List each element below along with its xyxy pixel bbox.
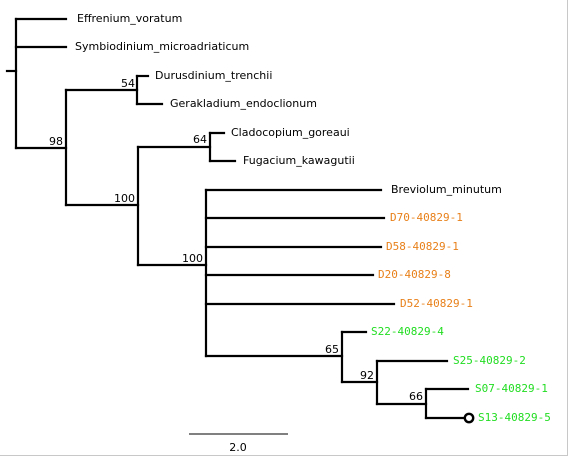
support-value-64: 64: [193, 133, 207, 146]
taxon-label-durusdinium[interactable]: Durusdinium_trenchii: [155, 69, 272, 82]
taxon-label-s07[interactable]: S07-40829-1: [475, 382, 548, 395]
taxon-label-fugacium[interactable]: Fugacium_kawagutii: [243, 154, 355, 167]
taxon-label-effrenium[interactable]: Effrenium_voratum: [77, 12, 182, 25]
support-value-54: 54: [121, 77, 135, 90]
support-value-92: 92: [360, 369, 374, 382]
taxon-label-gerakladium[interactable]: Gerakladium_endoclionum: [170, 97, 317, 110]
support-value-100-lower: 100: [182, 252, 203, 265]
taxon-label-breviolum[interactable]: Breviolum_minutum: [391, 183, 502, 196]
taxon-label-symbiodinium[interactable]: Symbiodinium_microadriaticum: [75, 40, 249, 53]
selected-tip-marker[interactable]: [463, 412, 475, 424]
support-value-100-upper: 100: [114, 192, 135, 205]
taxon-label-s25[interactable]: S25-40829-2: [453, 354, 526, 367]
taxon-label-s13[interactable]: S13-40829-5: [478, 411, 551, 424]
taxon-label-d52[interactable]: D52-40829-1: [400, 297, 473, 310]
support-value-66: 66: [409, 390, 423, 403]
taxon-label-d58[interactable]: D58-40829-1: [386, 240, 459, 253]
support-value-65: 65: [325, 343, 339, 356]
support-value-98: 98: [49, 135, 63, 148]
scale-bar-label: 2.0: [229, 441, 247, 454]
taxon-label-cladocopium[interactable]: Cladocopium_goreaui: [231, 126, 350, 139]
taxon-label-d20[interactable]: D20-40829-8: [378, 268, 451, 281]
taxon-label-d70[interactable]: D70-40829-1: [390, 211, 463, 224]
taxon-label-s22[interactable]: S22-40829-4: [371, 325, 444, 338]
